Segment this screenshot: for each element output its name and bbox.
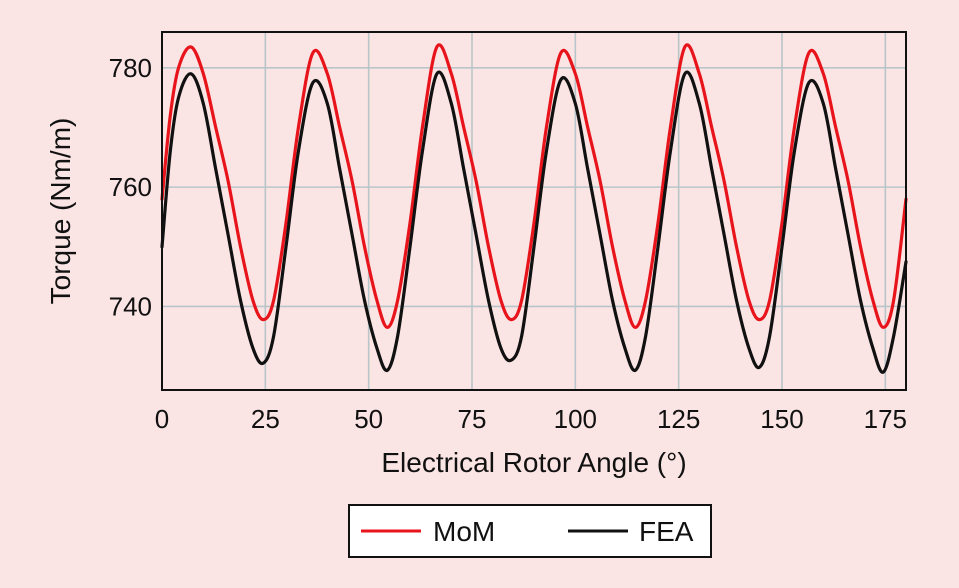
tick-labels: 0 25 50 75 100 125 150 175 740 760 780	[109, 53, 907, 434]
x-tick-label: 25	[251, 404, 280, 434]
x-tick-label: 50	[354, 404, 383, 434]
y-tick-label: 740	[109, 291, 152, 321]
legend: MoM FEA	[348, 504, 712, 558]
legend-label-mom: MoM	[433, 516, 495, 547]
x-tick-label: 125	[657, 404, 700, 434]
plot-frame	[161, 31, 907, 391]
grid-lines	[161, 32, 906, 390]
x-tick-label: 75	[458, 404, 487, 434]
x-tick-label: 100	[554, 404, 597, 434]
x-tick-label: 150	[760, 404, 803, 434]
x-tick-label: 0	[155, 404, 169, 434]
series-line-mom	[160, 43, 908, 329]
x-tick-label: 175	[864, 404, 907, 434]
y-tick-label: 760	[109, 172, 152, 202]
x-axis-title: Electrical Rotor Angle (°)	[381, 447, 686, 478]
y-axis-title: Torque (Nm/m)	[45, 118, 76, 305]
series-line-fea	[160, 70, 908, 374]
legend-label-fea: FEA	[639, 516, 694, 547]
y-tick-label: 780	[109, 53, 152, 83]
series-layer	[160, 43, 908, 374]
